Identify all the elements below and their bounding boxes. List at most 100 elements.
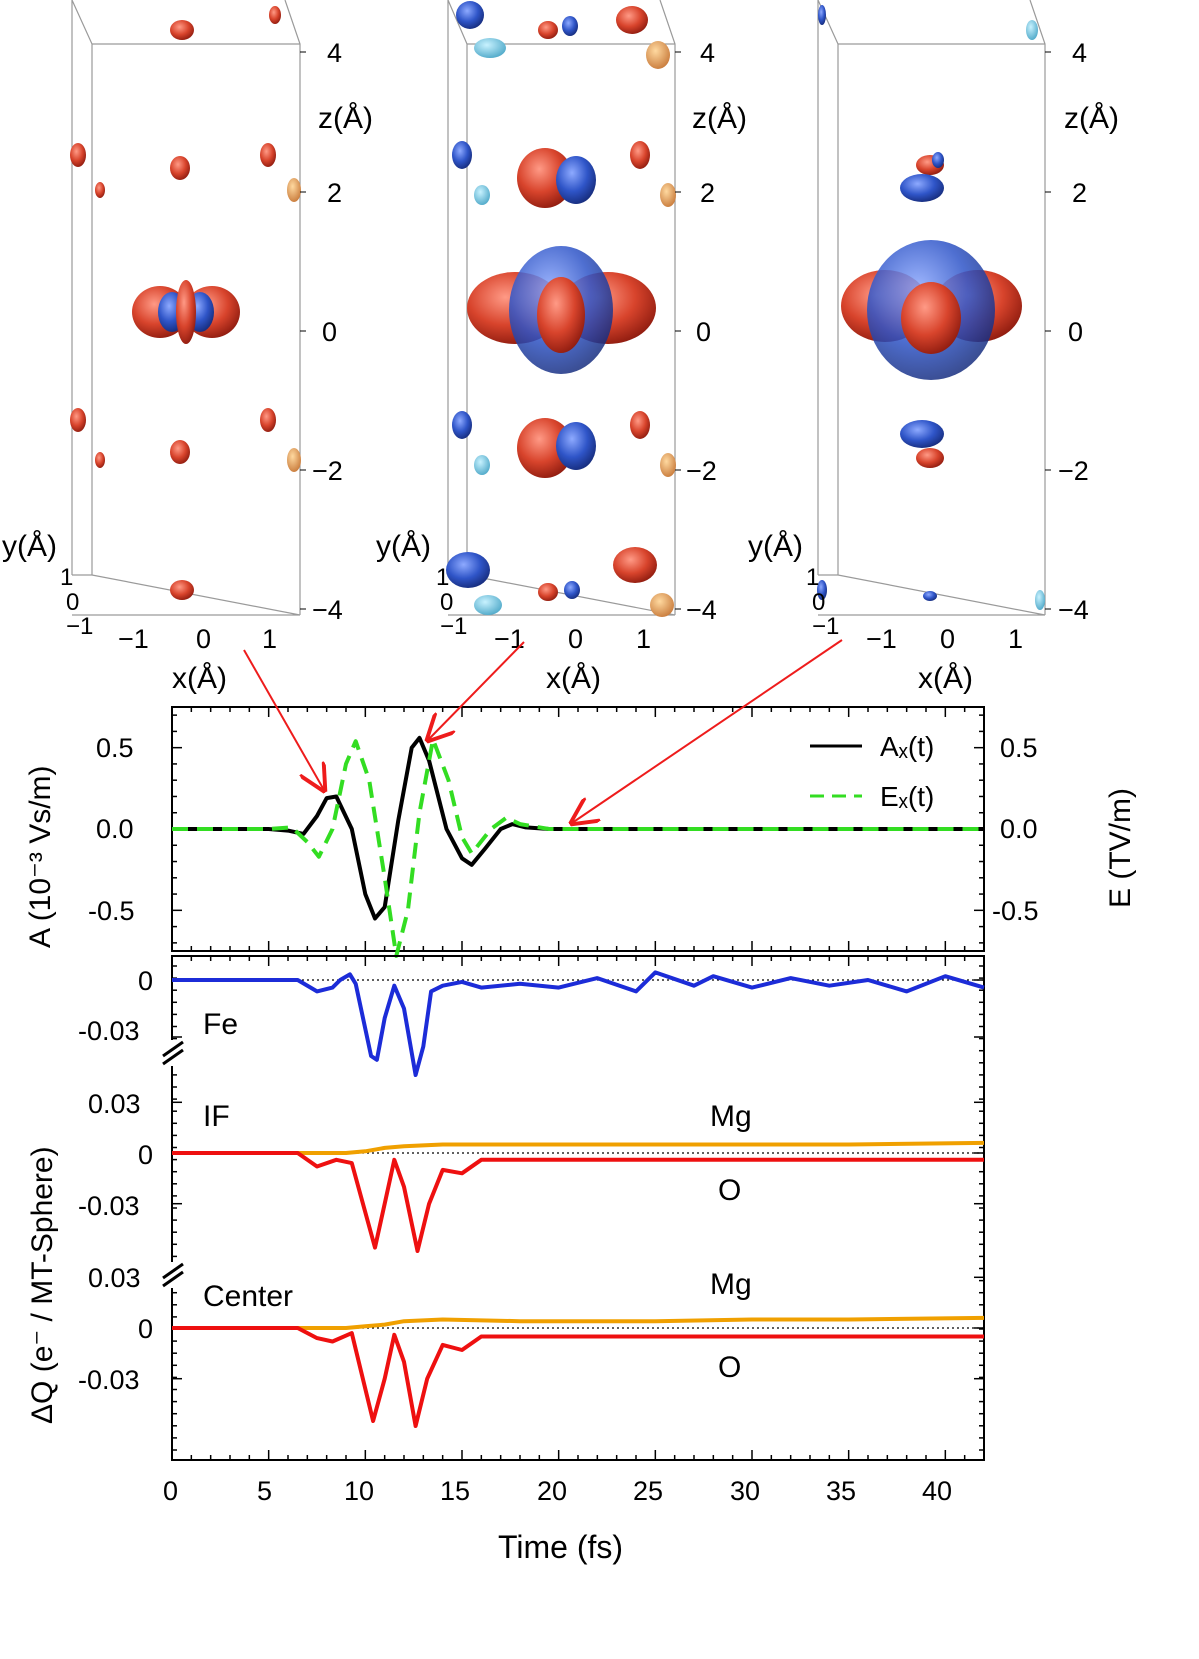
z-tick-label: −4 [686, 595, 717, 625]
y-left-tick-label: 0.5 [96, 733, 134, 763]
series-line-mg-center [172, 1315, 985, 1330]
series-label-mg-center: Mg [710, 1268, 752, 1301]
z-tick-label: −2 [312, 456, 343, 486]
charge-series-layer [172, 970, 985, 1428]
x-tick-label: −1 [866, 624, 897, 654]
z-tick-label: 2 [327, 178, 342, 208]
series-line-mg-if [172, 1140, 985, 1155]
z-tick-label: 2 [1072, 178, 1087, 208]
x-tick-label: −1 [118, 624, 149, 654]
y-left-tick-label: 0.0 [96, 814, 134, 844]
y-tick-label: 0 [812, 589, 825, 616]
x-tick-label: 1 [262, 624, 277, 654]
series-line-ax [172, 735, 984, 921]
legend-label-a: Aₓ(t) [880, 731, 934, 762]
y-left-tick-label: -0.5 [88, 896, 135, 926]
y-left-axis-label: A (10⁻³ Vs/m) [24, 765, 57, 948]
x-tick-label: 1 [636, 624, 651, 654]
arrow-right-panel [572, 639, 843, 823]
center-tick-label: -0.03 [78, 1365, 140, 1395]
x-tick-label: 20 [537, 1476, 567, 1506]
series-line-ex [172, 737, 984, 958]
z-tick-label: −4 [312, 595, 343, 625]
isosurface-blobs-middle [446, 1, 676, 617]
y-right-axis-label: E (TV/m) [1104, 788, 1137, 908]
subpanel-label-fe: Fe [203, 1008, 238, 1041]
y-axis-label: y(Å) [748, 530, 803, 563]
z-axis-label: z(Å) [692, 102, 747, 135]
z-tick-label: −2 [686, 456, 717, 486]
annotation-arrows [243, 639, 843, 823]
x-tick-label: 0 [196, 624, 211, 654]
x-tick-label: 25 [633, 1476, 663, 1506]
y-right-tick-label: 0.0 [1000, 814, 1038, 844]
series-line-fe-fe [172, 970, 985, 1077]
arrow-middle-panel [428, 641, 525, 740]
fe-tick-label: 0 [138, 966, 153, 996]
series-label-o-if: O [718, 1174, 741, 1207]
if-tick-label: 0.03 [88, 1089, 141, 1119]
isosurface-blobs-right [817, 5, 1045, 610]
x-axis-label: Time (fs) [498, 1529, 623, 1565]
x-axis-label: x(Å) [172, 662, 227, 695]
y-right-tick-label: -0.5 [992, 896, 1039, 926]
z-tick-label: 0 [1068, 317, 1083, 347]
if-tick-label: -0.03 [78, 1191, 140, 1221]
y-right-tick-label: 0.5 [1000, 733, 1038, 763]
x-tick-label: 0 [568, 624, 583, 654]
z-tick-label: 4 [700, 38, 715, 68]
y-tick-label: −1 [812, 613, 839, 640]
x-tick-label: 0 [163, 1476, 178, 1506]
subpanel-label-if: IF [203, 1100, 230, 1133]
legend-label-e: Eₓ(t) [880, 781, 934, 812]
x-tick-label: 0 [940, 624, 955, 654]
y-axis-label: ΔQ (e⁻ / MT-Sphere) [26, 1146, 59, 1424]
charge-panel-ticks [171, 956, 985, 1460]
z-axis-label: z(Å) [318, 102, 373, 135]
x-tick-label: 35 [826, 1476, 856, 1506]
z-tick-label: 0 [696, 317, 711, 347]
z-tick-label: 2 [700, 178, 715, 208]
z-axis-ticks-middle [675, 51, 681, 610]
isosurface-panel-right: 4 2 0 −2 −4 z(Å) y(Å) 1 0 −1 −1 0 1 x(Å) [748, 0, 1119, 695]
y-axis-label: y(Å) [2, 530, 57, 563]
z-tick-label: −4 [1058, 595, 1089, 625]
charge-panel: 0 -0.03 0.03 0 -0.03 0.03 0 -0.03 0 5 10… [26, 955, 985, 1565]
z-tick-label: 0 [322, 317, 337, 347]
charge-panel-frame [171, 955, 985, 1461]
y-axis-label: y(Å) [376, 530, 431, 563]
axis-break-upper [160, 1040, 184, 1066]
field-series-layer [172, 735, 984, 958]
series-line-o-center [172, 1326, 984, 1428]
x-tick-label: 10 [344, 1476, 374, 1506]
fe-tick-label: -0.03 [78, 1016, 140, 1046]
axis-break-lower [160, 1262, 184, 1288]
subpanel-label-center: Center [203, 1280, 293, 1313]
z-axis-label: z(Å) [1064, 102, 1119, 135]
legend: Aₓ(t) Eₓ(t) [810, 731, 934, 812]
center-tick-label: 0.03 [88, 1263, 141, 1293]
x-tick-label: 5 [257, 1476, 272, 1506]
series-label-mg-if: Mg [710, 1100, 752, 1133]
x-tick-label: −1 [494, 624, 525, 654]
x-axis-label: x(Å) [546, 662, 601, 695]
if-tick-label: 0 [138, 1140, 153, 1170]
x-tick-label: 40 [922, 1476, 952, 1506]
z-tick-label: 4 [1072, 38, 1087, 68]
z-axis-ticks-left [300, 51, 306, 610]
y-tick-label: 1 [806, 564, 819, 591]
arrow-left-panel [243, 649, 324, 790]
y-tick-label: −1 [440, 613, 467, 640]
isosurface-blobs-left [70, 6, 301, 600]
x-tick-label: 15 [440, 1476, 470, 1506]
field-panel: 0.5 0.0 -0.5 0.5 0.0 -0.5 A (10⁻³ Vs/m) … [24, 706, 1137, 958]
isosurface-panel-left: 4 2 0 −2 −4 z(Å) y(Å) 1 0 −1 −1 0 1 x(Å) [2, 0, 373, 695]
isosurface-panel-middle: 4 2 0 −2 −4 z(Å) y(Å) 1 0 −1 −1 0 1 x(Å) [376, 0, 747, 695]
series-label-o-center: O [718, 1351, 741, 1384]
x-axis-label: x(Å) [918, 662, 973, 695]
z-tick-label: −2 [1058, 456, 1089, 486]
y-tick-label: 0 [66, 589, 79, 616]
center-tick-label: 0 [138, 1314, 153, 1344]
x-tick-label: 30 [730, 1476, 760, 1506]
